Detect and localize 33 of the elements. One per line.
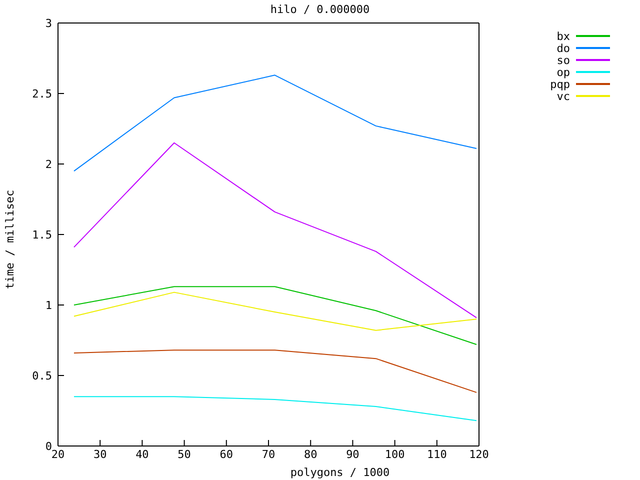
x-tick-label: 120: [469, 448, 489, 461]
legend-label: bx: [556, 30, 570, 42]
line-series: [74, 286, 477, 345]
y-tick-label: 0.5: [32, 369, 52, 382]
x-tick-label: 40: [136, 448, 149, 461]
line-series: [74, 396, 477, 422]
x-tick-label: 60: [220, 448, 234, 461]
x-tick-label: 20: [51, 448, 65, 461]
x-tick-label: 70: [262, 448, 276, 461]
line-series: [74, 142, 477, 318]
legend-label: so: [556, 54, 570, 66]
legend-label: pqp: [550, 78, 570, 90]
legend-label: op: [556, 66, 570, 78]
x-tick-label: 100: [384, 448, 405, 461]
x-tick-label: 90: [346, 448, 360, 461]
y-tick-label: 1: [45, 298, 52, 312]
line-series: [74, 350, 477, 393]
chart-title: hilo / 0.000000: [269, 3, 371, 16]
y-axis-title: time / millisec: [4, 190, 16, 290]
y-tick-label: 2: [45, 158, 52, 171]
y-tick-label: 3: [45, 16, 52, 30]
y-tick-label: 1.5: [32, 228, 52, 242]
legend-label: vc: [556, 90, 570, 102]
line-series: [74, 74, 477, 172]
x-tick-label: 50: [178, 448, 191, 461]
y-tick-label: 2.5: [32, 87, 52, 100]
line-series: [74, 292, 477, 331]
x-tick-label: 110: [426, 448, 447, 461]
x-tick-label: 80: [304, 448, 318, 461]
x-tick-label: 30: [93, 448, 107, 461]
y-tick-label: 0: [45, 440, 52, 453]
legend-label: do: [556, 42, 570, 54]
x-axis-title: polygons / 1000: [289, 466, 391, 479]
